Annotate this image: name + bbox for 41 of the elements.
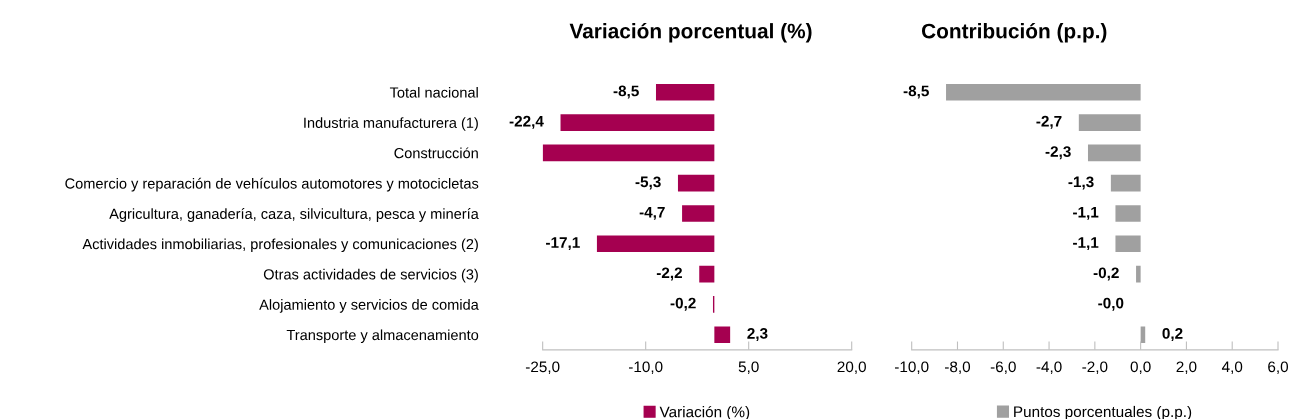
x-tick-label: 2,0 bbox=[1176, 361, 1197, 374]
x-tick-label: -2,0 bbox=[1082, 361, 1108, 374]
y-tick-label: Otras actividades de servicios (3) bbox=[263, 268, 478, 283]
y-tick-label: Actividades inmobiliarias, profesionales y comunicaciones (2) bbox=[82, 238, 478, 253]
x-tick-label: 5,0 bbox=[738, 361, 759, 374]
data-label: -0,0 bbox=[1098, 297, 1124, 311]
data-label: -22,4 bbox=[509, 115, 544, 129]
chart-title: Variación porcentual (%) bbox=[569, 22, 812, 43]
data-label: -4,7 bbox=[639, 206, 665, 220]
data-label: -0,2 bbox=[1093, 267, 1119, 281]
x-tick-label: 6,0 bbox=[1268, 361, 1289, 374]
y-tick-label: Alojamiento y servicios de comida bbox=[259, 299, 479, 313]
data-label: -8,5 bbox=[613, 85, 639, 99]
data-label: -2,2 bbox=[656, 267, 682, 281]
y-tick-label: Agricultura, ganadería, caza, silvicultura, pesca y minería bbox=[109, 208, 479, 222]
y-tick-label: Total nacional bbox=[389, 86, 478, 98]
data-label: -5,3 bbox=[635, 176, 661, 190]
x-tick-label: -8,0 bbox=[945, 361, 971, 374]
x-tick-label: -6,0 bbox=[990, 361, 1016, 374]
x-tick-label: -4,0 bbox=[1036, 361, 1062, 374]
y-tick-label: Industria manufacturera (1) bbox=[304, 117, 478, 131]
y-tick-label: Transporte y almacenamiento bbox=[286, 329, 479, 344]
data-label: -2,7 bbox=[1036, 115, 1062, 129]
data-label: -8,5 bbox=[903, 85, 929, 99]
data-label: 0,2 bbox=[1162, 327, 1183, 342]
chart-title: Contribución (p.p.) bbox=[921, 22, 1107, 43]
data-label: -1,1 bbox=[1073, 237, 1099, 251]
x-tick-label: -25,0 bbox=[525, 361, 560, 374]
x-tick-label: 4,0 bbox=[1221, 361, 1243, 374]
data-label: -1,3 bbox=[1068, 176, 1094, 190]
data-label: -2,3 bbox=[1045, 146, 1071, 160]
data-label: 2,3 bbox=[747, 327, 768, 342]
data-label: -0,2 bbox=[670, 297, 696, 311]
y-tick-label: Comercio y reparación de vehículos automotores y motocicletas bbox=[65, 177, 479, 192]
data-label: -1,1 bbox=[1073, 206, 1099, 220]
data-label: -17,1 bbox=[546, 237, 580, 251]
x-tick-label: -10,0 bbox=[894, 361, 929, 374]
x-tick-label: -10,0 bbox=[628, 361, 663, 374]
x-tick-label: 0,0 bbox=[1130, 361, 1151, 374]
x-tick-label: 20,0 bbox=[837, 361, 866, 374]
y-tick-label: Construcción bbox=[394, 147, 478, 159]
